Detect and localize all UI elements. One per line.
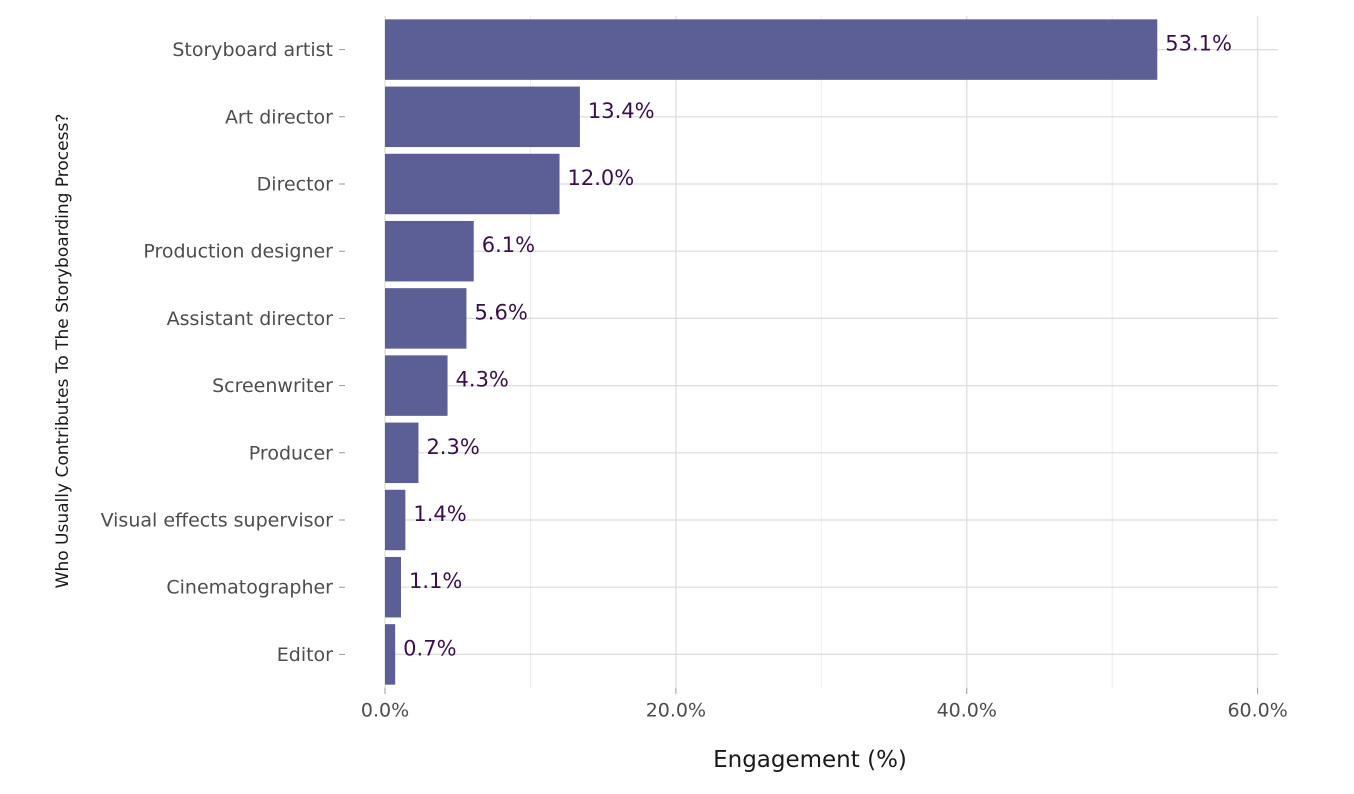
y-tick-label: Art director (225, 106, 333, 128)
bar (385, 624, 396, 685)
y-axis-title: Who Usually Contributes To The Storyboar… (53, 114, 73, 589)
y-tick-label: Assistant director (167, 308, 334, 330)
x-tick-labels: 0.0% 20.0% 40.0% 60.0% (361, 700, 1288, 722)
bar (385, 288, 467, 349)
data-label: 1.1% (409, 569, 462, 593)
y-tick-label: Visual effects supervisor (101, 510, 334, 532)
data-label: 13.4% (588, 99, 655, 123)
data-label: 0.7% (403, 636, 456, 660)
x-tick-label: 40.0% (937, 700, 997, 722)
x-axis-title: Engagement (%) (713, 747, 907, 773)
y-tick-label: Producer (249, 442, 333, 464)
data-label: 5.6% (474, 300, 527, 324)
bars: 53.1% 13.4% 12.0% 6.1% 5.6% 4.3% 2.3% 1.4% 1.1% 0… (385, 19, 1232, 685)
y-tick-label: Editor (277, 644, 333, 666)
bar (385, 422, 419, 484)
data-label: 1.4% (413, 502, 466, 526)
x-tick-label: 20.0% (646, 700, 706, 722)
data-label: 12.0% (568, 166, 635, 190)
bar (385, 489, 406, 551)
y-tick-label: Director (257, 174, 334, 196)
data-label: 6.1% (482, 233, 535, 257)
bar (385, 556, 401, 618)
bar (385, 19, 1158, 80)
bar (385, 355, 448, 416)
bar (385, 86, 580, 148)
y-tick-label: Cinematographer (166, 577, 333, 599)
x-tick-label: 60.0% (1227, 700, 1287, 722)
y-tick-label: Screenwriter (212, 375, 333, 397)
y-tick-label: Storyboard artist (172, 39, 333, 61)
bar (385, 220, 474, 282)
data-label: 2.3% (426, 435, 479, 459)
data-label: 53.1% (1165, 32, 1232, 56)
y-tick-label: Production designer (143, 241, 333, 263)
y-tick-labels: Storyboard artist Art director Director Pro… (101, 39, 334, 666)
x-tick-label: 0.0% (361, 700, 409, 722)
data-label: 4.3% (456, 368, 509, 392)
bar (385, 153, 560, 215)
